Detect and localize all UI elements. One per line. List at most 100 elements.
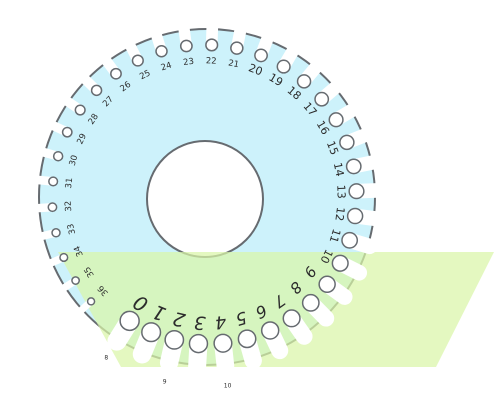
gauge-slot — [349, 183, 385, 199]
gauge-slot-edge — [230, 41, 244, 55]
gauge-slot-edge — [71, 276, 81, 285]
gauge-slot-edge — [205, 38, 219, 52]
gauge-slot — [319, 276, 353, 305]
gauge-slot — [339, 128, 373, 150]
gauge-slot — [46, 253, 68, 267]
gauge-slot — [277, 44, 300, 73]
gauge-slot-edge — [119, 310, 140, 332]
gauge-slot-edge — [237, 329, 257, 349]
gauge-number-label: 23 — [183, 57, 195, 68]
gauge-slot — [61, 96, 86, 115]
gauge-slot-edge — [48, 176, 59, 187]
gauge-slot — [33, 175, 58, 186]
gauge-number-label: 30 — [68, 154, 81, 167]
gauge-slot — [188, 334, 208, 376]
gauge-slot-edge — [155, 45, 168, 58]
gauge-number-label: 22 — [206, 56, 217, 66]
gauge-slot — [238, 330, 262, 370]
gauge-slot-edge — [141, 322, 162, 343]
gauge-slot — [302, 294, 335, 327]
gauge-slot-edge — [59, 252, 69, 263]
gauge-slot — [37, 228, 61, 241]
gauge-slot-edge — [331, 254, 349, 272]
gauge-slot — [178, 22, 193, 52]
gauge-slot-edge — [188, 333, 209, 354]
gauge-slot — [48, 120, 72, 137]
gauge-slot — [59, 276, 80, 292]
gauge-slot — [315, 80, 344, 106]
gauge-number-label: 11 — [327, 227, 344, 244]
gauge-slot-edge — [213, 333, 233, 353]
gauge-number-label: 20 — [247, 61, 265, 78]
gauge-slot — [100, 55, 122, 79]
gauge-slot — [79, 73, 102, 96]
gauge-slot-edge — [276, 59, 291, 74]
tick-marker-label: 9 — [163, 379, 167, 386]
gauge-number-label: 5 — [233, 307, 249, 329]
gauge-slot — [214, 334, 235, 375]
gauge-slot-edge — [61, 126, 73, 138]
gauge-slot — [107, 311, 140, 351]
gauge-number-label: 2 — [171, 307, 187, 330]
gauge-slot — [150, 29, 168, 57]
gauge-slot — [347, 208, 384, 227]
gauge-slot-edge — [314, 91, 330, 107]
gauge-number-label: 19 — [266, 71, 285, 89]
gauge-number-label: 34 — [72, 244, 85, 258]
gauge-slot — [254, 32, 274, 62]
gauge-slot-edge — [345, 158, 362, 175]
gauge-slot-edge — [90, 84, 103, 97]
gauge-slot — [283, 310, 313, 345]
gauge-slot-edge — [52, 150, 64, 162]
tick-marker-label: 10 — [224, 382, 232, 389]
gauge-slot — [332, 255, 368, 281]
gauge-number-label: 32 — [64, 200, 75, 211]
gauge-slot — [341, 232, 378, 255]
center-hole — [146, 140, 264, 258]
gauge-number-label: 16 — [314, 118, 332, 137]
gauge-slot — [77, 297, 95, 315]
gauge-number-label: 3 — [193, 311, 206, 333]
gauge-number-label: 24 — [160, 61, 173, 74]
gauge-slot-edge — [47, 202, 58, 213]
gauge-slot — [297, 60, 323, 88]
gauge-slot-edge — [296, 74, 312, 89]
gauge-slot-edge — [348, 183, 365, 200]
gauge-slot — [205, 21, 219, 51]
gauge-number-label: 13 — [334, 185, 348, 199]
gauge-slots — [33, 21, 385, 376]
gauge-number-label: 4 — [214, 311, 227, 332]
gauge-slot-edge — [339, 134, 355, 151]
gauge-slot-edge — [260, 321, 280, 340]
gauge-slot-edge — [110, 67, 122, 80]
gauge-slot-edge — [131, 54, 144, 67]
gauge-slot — [346, 155, 381, 174]
gauge-slot — [230, 24, 247, 55]
gauge-slot — [38, 147, 63, 161]
gauge-slot — [329, 102, 360, 127]
gauge-number-label: 31 — [64, 177, 75, 189]
gauge-slot-edge — [301, 293, 320, 312]
gauge-slot-edge — [318, 275, 336, 294]
gauge-slot-edge — [164, 329, 185, 350]
gauge-slot — [261, 321, 289, 360]
gauge-number-label: 15 — [324, 139, 341, 157]
gauge-slot — [159, 330, 184, 372]
gauge-number-label: 21 — [227, 58, 240, 70]
gauge-slot-edge — [328, 112, 344, 128]
gauge-slot — [124, 40, 144, 66]
gauge-slot — [33, 203, 57, 213]
gauge-number-label: 12 — [332, 206, 347, 222]
gauge-slot-edge — [346, 207, 364, 225]
gauge-number-label: 35 — [82, 264, 96, 279]
gauge-slot-edge — [179, 39, 193, 53]
gauge-slot-edge — [51, 228, 61, 238]
gauge-slot-edge — [282, 309, 301, 328]
gauge-slot-edge — [254, 48, 268, 63]
gauge-number-label: 10 — [317, 247, 335, 265]
gauge-number-label: 29 — [75, 132, 89, 146]
gauge-slot-edge — [341, 231, 359, 249]
gauge-slot — [132, 322, 161, 364]
gauge-number-label: 14 — [331, 161, 347, 177]
